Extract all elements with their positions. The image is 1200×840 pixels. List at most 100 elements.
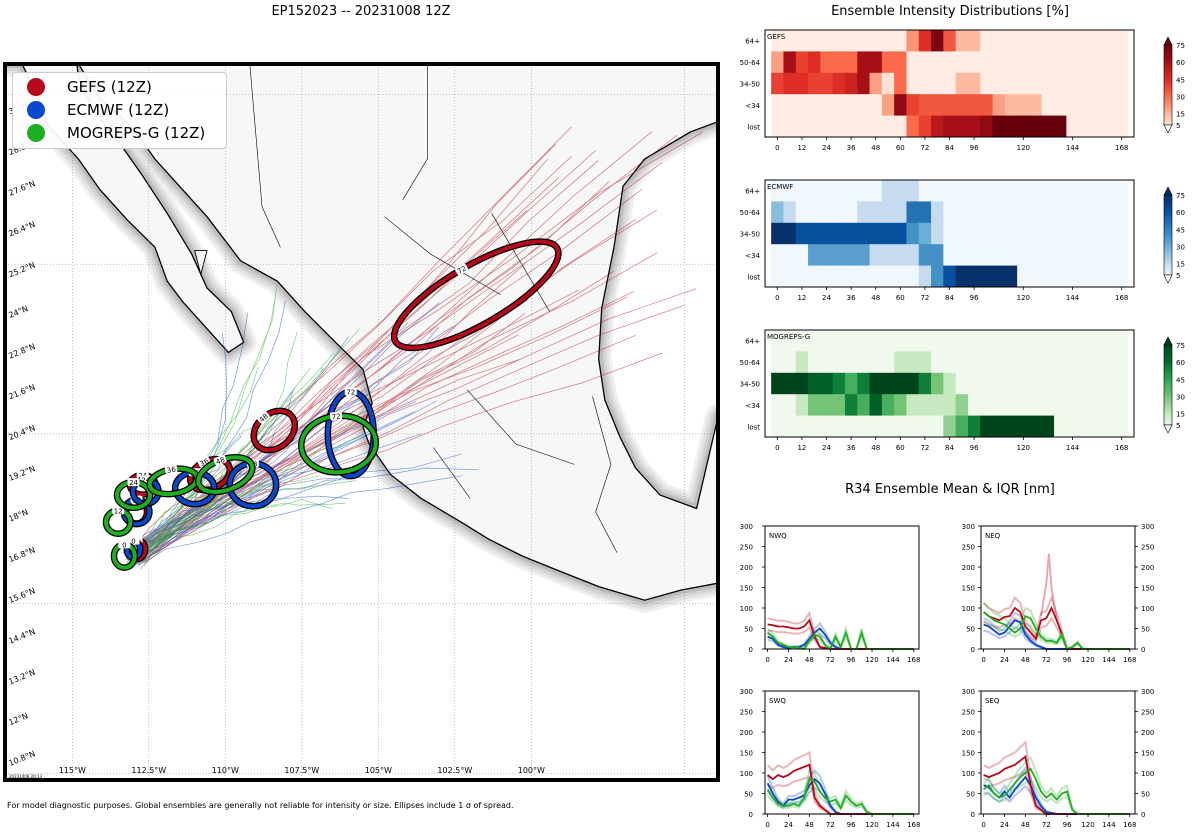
heat-cell [869,244,883,267]
colorbar-body [1163,194,1173,276]
iqr-high-mogreps [982,602,1130,651]
heat-cell [1041,244,1055,267]
heat-cell [1029,72,1043,95]
heat-cell [881,351,895,374]
heat-cell [1029,372,1043,395]
hour-label-72: 72 [346,389,355,397]
heat-cell [783,351,797,374]
legend-entry-gefs: GEFS (12Z) [13,75,226,98]
x-tick-label: 12 [797,444,806,452]
hour-label-24: 24 [129,479,138,487]
lat-tick-label: 12°N [7,711,29,727]
iqr-high-gefs [982,594,1130,650]
heat-cell [1090,244,1104,267]
heat-cell [1004,72,1018,95]
hour-label-bg [112,506,125,515]
y-tick-label: 50 [1141,791,1150,799]
heat-cell [918,94,932,117]
lon-tick-label: 102.5°W [437,766,472,775]
heat-cell [771,265,784,288]
mean-ecmwf [767,627,914,650]
heat-cell [1078,51,1092,74]
heat-cell [931,30,944,52]
ecmwf-track-13 [132,467,479,547]
heat-cell [1054,330,1067,352]
state-border-1 [402,64,428,200]
heat-cell [980,30,994,52]
ellipse-ring [126,537,148,562]
heat-cell [918,415,932,438]
y-tick-label-left: 0 [971,646,975,654]
heat-cell [1066,94,1080,117]
heat-cell [881,94,895,117]
heat-cell [808,51,821,74]
heat-cell [1115,201,1129,224]
heat-cell [955,394,969,417]
heatmap-label-ecmwf: ECMWF [767,183,793,191]
heat-cell [894,244,907,267]
heat-cell [967,222,981,245]
heat-cell [1115,244,1129,267]
ellipse-outline [390,238,562,352]
heat-cell [808,330,821,352]
iqr-high-ecmwf [983,765,1130,815]
x-tick-label: 168 [1115,294,1128,302]
heat-cell [967,201,981,224]
heat-cell [1066,415,1080,438]
y-tick-label: 250 [740,544,753,552]
heat-cell [1029,115,1043,138]
x-tick-label: 24 [784,656,793,664]
ecmwf-track-7 [128,326,453,551]
ecmwf-track-20 [126,401,417,564]
x-tick-label: 84 [945,294,954,302]
gefs-track-19 [129,290,635,562]
heat-cell [1029,222,1043,245]
gefs-track-26 [135,289,579,547]
x-tick-label: 120 [865,821,878,829]
heat-cell [1041,265,1055,288]
ellipse-mogreps-g-48: 48 [195,454,256,496]
hour-label-48: 48 [248,460,257,468]
gefs-track-7 [141,131,653,552]
y-tick-label: 300 [1141,688,1154,696]
map-frame [3,62,720,782]
heat-cell [955,330,969,352]
heat-cell [820,372,834,395]
row-label-1: 50-64 [740,359,761,367]
heat-cell [1115,180,1129,202]
x-tick-label: 120 [865,656,878,664]
y-tick-label-left: 300 [962,523,975,531]
heat-cell [1103,415,1117,438]
x-tick-label: 36 [847,294,856,302]
heat-cell [857,201,871,224]
heat-cell [881,51,895,74]
heat-cell [992,180,1006,202]
heat-cell [869,351,883,374]
hour-label-48: 48 [258,412,270,424]
ellipse-ring [111,542,137,570]
heat-cell [1041,201,1055,224]
gefs-track-1 [140,263,526,563]
legend-entry-ecmwf: ECMWF (12Z) [13,98,226,121]
mean-mogreps [767,629,914,651]
ellipse-ecmwf-12: 12 [120,495,153,528]
colorbar-body [1163,344,1173,426]
hour-label-bg [127,536,140,545]
colorbar-ecmwf: 5 15 30 45 60 75 [1163,186,1185,284]
heat-cell [1041,30,1055,52]
heat-cell [832,201,846,224]
heat-cell [881,330,895,352]
ellipse-mogreps-g-72: 72 [298,411,380,476]
iqr-low-gefs [983,769,1130,815]
heat-cell [832,94,846,117]
heat-cell [795,115,809,138]
hour-label-24: 24 [138,472,147,480]
lat-tick-label: 27.6°N [7,179,36,198]
row-label-2: 34-50 [740,81,760,89]
gefs-track-8 [142,299,529,555]
heat-cell [1103,94,1117,117]
heat-cell [1017,222,1030,245]
iqr-low-gefs [767,625,914,650]
heat-cell [894,222,907,245]
lon-tick-label: 107.5°W [284,766,319,775]
